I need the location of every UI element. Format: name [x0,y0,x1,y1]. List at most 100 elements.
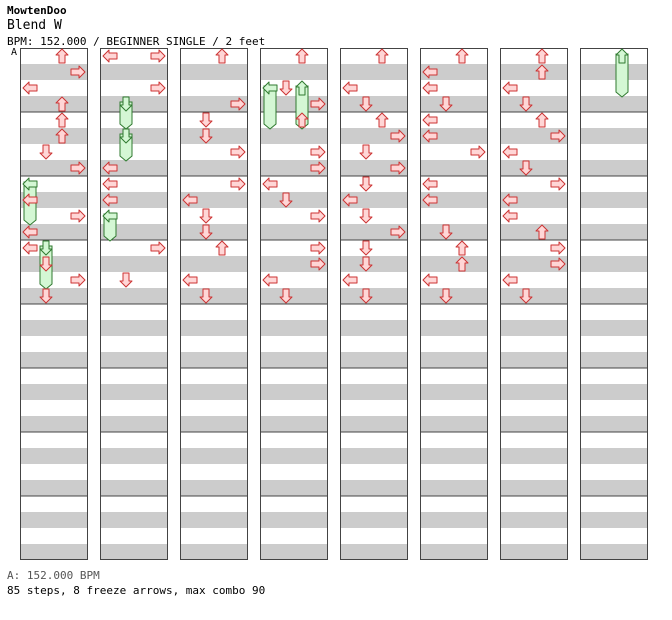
site-name: MowtenDoo [7,4,67,17]
step-left-arrow [102,161,118,175]
beat-stripe [260,128,328,144]
step-up-arrow [295,112,309,128]
beat-stripe [180,192,248,208]
beat-stripe [340,544,408,560]
freeze-body [263,85,277,130]
beat-stripe [180,256,248,272]
beat-stripe [340,96,408,112]
step-left-arrow [342,81,358,95]
footer-bpm-line: A: 152.000 BPM [7,569,100,582]
step-left-arrow [422,177,438,191]
beat-stripe [580,224,648,240]
beat-stripe [260,512,328,528]
beat-stripe [500,96,568,112]
beat-stripe [20,352,88,368]
beat-stripe [100,320,168,336]
column-border [420,48,488,560]
beat-stripe [340,480,408,496]
beat-stripe [340,320,408,336]
beat-stripe [500,128,568,144]
measure-column [20,48,88,560]
step-down-arrow [359,240,373,256]
step-down-arrow [279,288,293,304]
step-down-arrow [199,128,213,144]
column-border [580,48,648,560]
beat-stripe [340,288,408,304]
step-left-arrow [422,65,438,79]
step-up-arrow [215,48,229,64]
step-left-arrow [502,145,518,159]
step-left-arrow [22,241,38,255]
beat-stripe [100,448,168,464]
measure-column [260,48,328,560]
beat-stripe [100,544,168,560]
beat-stripe [580,320,648,336]
step-down-arrow [359,208,373,224]
beat-stripe [180,64,248,80]
step-down-arrow [199,208,213,224]
beat-stripe [420,288,488,304]
step-up-arrow [215,240,229,256]
beat-stripe [500,288,568,304]
beat-stripe [580,288,648,304]
beat-stripe [420,160,488,176]
measure-column [100,48,168,560]
beat-stripe [100,512,168,528]
step-left-arrow [22,225,38,239]
beat-stripe [180,224,248,240]
beat-stripe [100,160,168,176]
beat-stripe [500,544,568,560]
step-down-arrow [199,112,213,128]
step-down-arrow [519,160,533,176]
beat-stripe [500,224,568,240]
bpm-marker-label: A [11,47,18,58]
beat-stripe [20,416,88,432]
step-right-arrow [550,129,566,143]
step-up-arrow [55,112,69,128]
column-border [500,48,568,560]
beat-stripe [180,544,248,560]
beat-stripe [500,384,568,400]
beat-stripe [580,128,648,144]
beat-stripe [260,384,328,400]
step-right-arrow [70,161,86,175]
step-up-arrow [535,64,549,80]
step-left-arrow [422,129,438,143]
beat-stripe [340,352,408,368]
step-right-arrow [550,177,566,191]
beat-stripe [20,320,88,336]
beat-stripe [180,480,248,496]
beat-stripe [580,384,648,400]
beat-stripe [100,256,168,272]
measure-column [340,48,408,560]
beat-stripe [420,512,488,528]
beat-stripe [500,64,568,80]
step-left-arrow [262,177,278,191]
beat-stripe [500,160,568,176]
step-right-arrow [150,49,166,63]
beat-stripe [260,352,328,368]
freeze-head-down-arrow [39,240,53,256]
step-left-arrow [342,273,358,287]
beat-stripe [420,544,488,560]
beat-stripe [580,512,648,528]
step-down-arrow [359,176,373,192]
step-down-arrow [39,256,53,272]
beat-stripe [340,224,408,240]
chart-info: BPM: 152.000 / BEGINNER SINGLE / 2 feet [7,35,266,48]
footer-stats-line: 85 steps, 8 freeze arrows, max combo 90 [7,584,266,597]
beat-stripe [20,160,88,176]
beat-stripe [340,256,408,272]
beat-stripe [420,352,488,368]
beat-stripe [100,416,168,432]
column-border [100,48,168,560]
step-down-arrow [199,288,213,304]
step-down-arrow [359,256,373,272]
beat-stripe [420,96,488,112]
beat-stripe [260,480,328,496]
step-right-arrow [150,241,166,255]
step-left-arrow [182,273,198,287]
step-right-arrow [70,273,86,287]
beat-stripe [260,224,328,240]
